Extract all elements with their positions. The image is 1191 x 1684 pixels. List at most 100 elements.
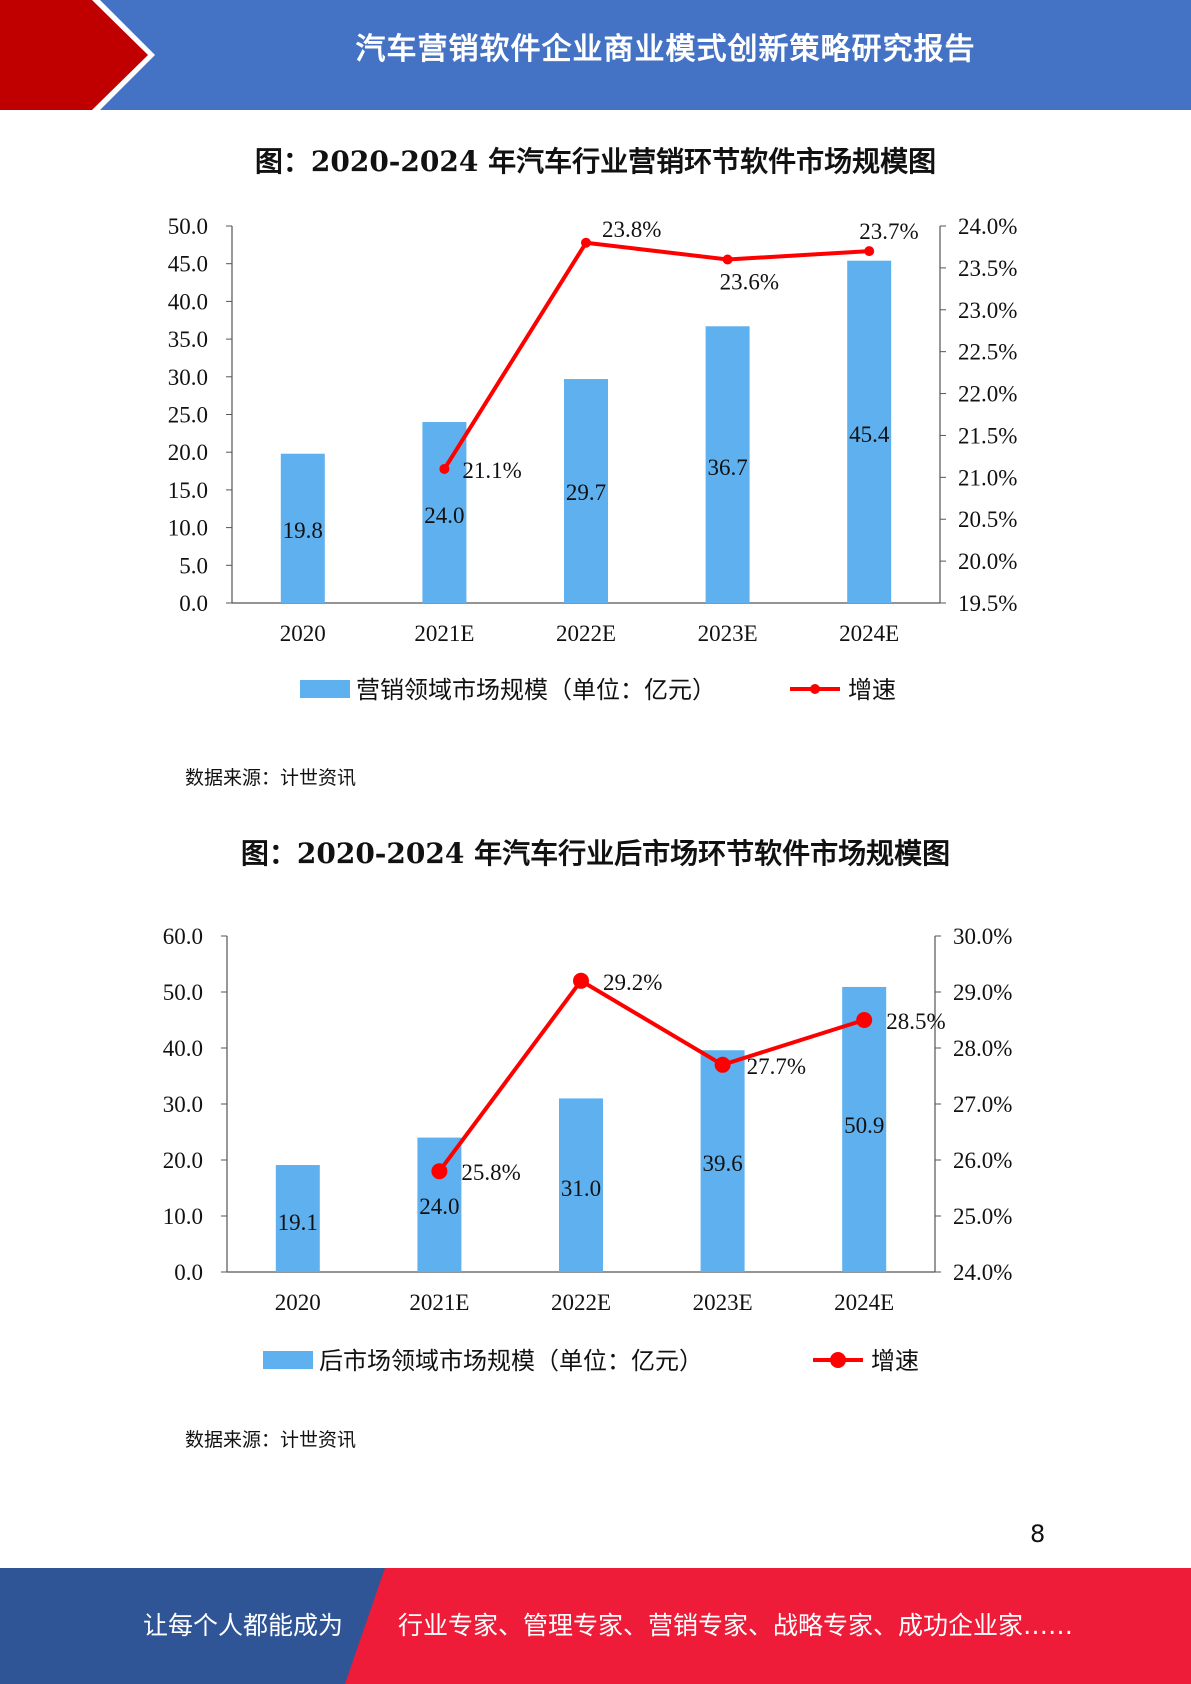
legend-line-marker — [810, 684, 820, 694]
left-tick-label: 10.0 — [168, 516, 208, 541]
left-tick-label: 10.0 — [163, 1204, 203, 1229]
right-tick-label: 26.0% — [953, 1148, 1012, 1173]
right-tick-label: 21.0% — [958, 465, 1017, 490]
right-tick-label: 29.0% — [953, 980, 1012, 1005]
growth-point-2022E — [573, 972, 589, 989]
legend-line-label: 增速 — [871, 1347, 919, 1375]
bar-2023E — [705, 326, 750, 603]
left-tick-label: 5.0 — [179, 553, 208, 578]
left-tick-label: 30.0 — [168, 365, 208, 390]
legend-bar-swatch — [263, 1351, 313, 1369]
bar-2022E — [559, 1098, 603, 1272]
right-tick-label: 23.5% — [958, 256, 1017, 281]
growth-label: 21.1% — [462, 458, 521, 483]
legend-bar-label: 后市场领域市场规模（单位：亿元） — [319, 1347, 703, 1375]
x-tick-label: 2021E — [409, 1290, 469, 1315]
growth-point-2021E — [439, 463, 450, 474]
chart2-source: 数据来源：计世资讯 — [185, 1429, 357, 1451]
growth-point-2024E — [864, 246, 875, 257]
bar-2020 — [275, 1165, 320, 1272]
left-tick-label: 15.0 — [168, 478, 208, 503]
x-tick-label: 2023E — [693, 1290, 753, 1315]
footer-slogan-right: 行业专家、管理专家、营销专家、战略专家、成功企业家…… — [398, 1611, 1074, 1640]
left-tick-label: 0.0 — [179, 591, 208, 616]
right-tick-label: 22.5% — [958, 340, 1017, 365]
right-tick-label: 24.0% — [958, 214, 1017, 239]
growth-label: 25.8% — [461, 1160, 520, 1185]
x-tick-label: 2024E — [839, 621, 899, 646]
bar-value-label: 19.8 — [283, 518, 323, 543]
growth-label: 23.8% — [602, 217, 661, 242]
growth-line — [442, 240, 870, 471]
growth-label: 27.7% — [747, 1054, 806, 1079]
right-tick-label: 20.5% — [958, 507, 1017, 532]
x-tick-label: 2024E — [834, 1290, 894, 1315]
legend-bar-swatch — [300, 680, 350, 698]
chart2-aftermarket-software-size: 0.0 10.0 20.0 30.0 40.0 50.0 60.0 24.0% 25.0% 26.… — [163, 924, 1013, 1375]
left-tick-label: 20.0 — [163, 1148, 203, 1173]
legend-line-marker — [830, 1352, 846, 1368]
right-tick-label: 21.5% — [958, 423, 1017, 448]
bar-value-label: 36.7 — [707, 455, 747, 480]
left-tick-label: 40.0 — [168, 289, 208, 314]
left-tick-label: 50.0 — [163, 980, 203, 1005]
header-blue-band — [100, 0, 1191, 110]
header-decoration — [0, 0, 1191, 110]
left-tick-label: 20.0 — [168, 440, 208, 465]
left-tick-label: 60.0 — [163, 924, 203, 949]
footer-red-band — [345, 1568, 1191, 1684]
bar-2021E — [422, 422, 467, 603]
bar-2023E — [700, 1050, 745, 1272]
x-tick-label: 2022E — [551, 1290, 611, 1315]
growth-label: 28.5% — [886, 1009, 945, 1034]
growth-label: 23.7% — [859, 219, 918, 244]
chart2-title: 图：2020-2024 年汽车行业后市场环节软件市场规模图 — [240, 837, 951, 870]
header-red-arrow — [0, 0, 148, 110]
bar-value-label: 39.6 — [702, 1151, 742, 1176]
bar-value-label: 24.0 — [424, 503, 464, 528]
report-header: 汽车营销软件企业商业模式创新策略研究报告 — [0, 0, 1191, 110]
chart1-title: 图：2020-2024 年汽车行业营销环节软件市场规模图 — [254, 145, 937, 178]
bar-2020 — [280, 453, 325, 603]
page-number: 8 — [1030, 1520, 1046, 1548]
legend-bar-label: 营销领域市场规模（单位：亿元） — [356, 676, 716, 704]
right-tick-label: 22.0% — [958, 382, 1017, 407]
growth-line — [437, 978, 865, 1173]
footer-decoration — [0, 1568, 1191, 1684]
bar-2021E — [417, 1137, 462, 1272]
growth-point-2024E — [856, 1012, 873, 1028]
footer-slogan-left: 让每个人都能成为 — [143, 1611, 344, 1640]
left-tick-label: 0.0 — [174, 1260, 203, 1285]
report-footer: 让每个人都能成为 行业专家、管理专家、营销专家、战略专家、成功企业家…… — [0, 1568, 1191, 1684]
left-tick-label: 30.0 — [163, 1092, 203, 1117]
x-tick-label: 2023E — [698, 621, 758, 646]
bar-value-label: 45.4 — [849, 422, 890, 447]
bar-value-label: 31.0 — [561, 1176, 601, 1201]
chart1-source: 数据来源：计世资讯 — [185, 767, 357, 789]
legend-line-label: 增速 — [848, 676, 896, 704]
x-tick-label: 2020 — [280, 621, 326, 646]
bar-2024E — [847, 260, 892, 603]
growth-point-2023E — [722, 254, 733, 265]
growth-point-2021E — [431, 1163, 448, 1180]
right-tick-label: 19.5% — [958, 591, 1017, 616]
right-tick-label: 24.0% — [953, 1260, 1012, 1285]
right-tick-label: 28.0% — [953, 1036, 1012, 1061]
growth-label: 29.2% — [603, 970, 662, 995]
x-tick-label: 2022E — [556, 621, 616, 646]
report-title: 汽车营销软件企业商业模式创新策略研究报告 — [355, 32, 976, 67]
right-tick-label: 25.0% — [953, 1204, 1012, 1229]
growth-point-2022E — [581, 237, 591, 248]
right-tick-label: 20.0% — [958, 549, 1017, 574]
left-tick-label: 35.0 — [168, 327, 208, 352]
bar-value-label: 24.0 — [419, 1194, 459, 1219]
x-tick-label: 2020 — [275, 1290, 321, 1315]
bar-value-label: 29.7 — [566, 480, 606, 505]
growth-point-2023E — [714, 1056, 731, 1073]
growth-label: 23.6% — [720, 270, 779, 295]
right-tick-label: 30.0% — [953, 924, 1012, 949]
left-tick-label: 50.0 — [168, 214, 208, 239]
right-tick-label: 23.0% — [958, 298, 1017, 323]
left-tick-label: 25.0 — [168, 403, 208, 428]
left-tick-label: 40.0 — [163, 1036, 203, 1061]
